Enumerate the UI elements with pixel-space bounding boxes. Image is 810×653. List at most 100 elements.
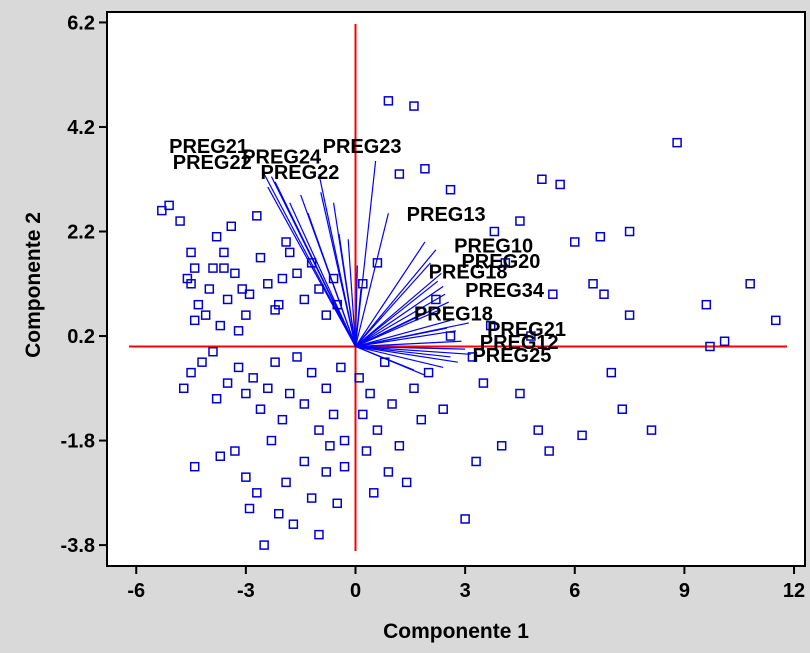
- data-point: [672, 137, 682, 148]
- vector-line: [338, 234, 357, 347]
- vector-label: PREG21: [169, 136, 248, 158]
- data-point: [336, 362, 346, 373]
- data-point: [230, 446, 240, 456]
- vector-line: [289, 202, 357, 347]
- data-point: [467, 352, 478, 362]
- y-tick-label: 2.2: [67, 222, 95, 244]
- data-point: [339, 461, 350, 472]
- data-point: [292, 352, 302, 362]
- data-point: [255, 252, 266, 263]
- vector-line: [354, 288, 362, 347]
- data-point: [211, 394, 222, 404]
- data-point: [328, 409, 339, 420]
- score-points: [157, 96, 781, 550]
- vector-line: [281, 197, 357, 347]
- vector-label: PREG24: [242, 147, 322, 169]
- data-point: [383, 467, 394, 477]
- data-point: [617, 404, 628, 414]
- data-point: [255, 404, 266, 414]
- data-point: [595, 231, 606, 242]
- data-point: [438, 404, 448, 414]
- x-tick-label: 6: [569, 580, 580, 602]
- data-point: [321, 310, 332, 320]
- y-axis-ticks: 6.2 4.2 2.2 0.2 -1.8 -3.8: [61, 12, 107, 557]
- data-point: [263, 279, 273, 289]
- data-point: [500, 258, 511, 268]
- data-point: [416, 414, 427, 425]
- data-point: [719, 336, 730, 347]
- x-tick-label: 12: [783, 580, 805, 602]
- data-point: [314, 425, 324, 435]
- data-point: [548, 289, 558, 299]
- data-point: [252, 488, 262, 498]
- data-point: [745, 279, 755, 289]
- vector-label: PREG12: [480, 332, 559, 354]
- y-tick-label: 6.2: [67, 12, 95, 34]
- data-point: [409, 101, 419, 111]
- data-point: [372, 425, 383, 435]
- data-point: [222, 294, 233, 305]
- data-point: [204, 284, 215, 294]
- x-axis-ticks: -6 -3 0 3 6 9 12: [127, 566, 805, 602]
- y-tick-label: 0.2: [67, 326, 95, 348]
- data-point: [215, 320, 226, 331]
- data-point: [266, 435, 277, 446]
- vector-label: PREG18: [429, 262, 508, 284]
- data-point: [394, 441, 405, 451]
- data-point: [208, 263, 218, 273]
- x-tick-label: 0: [350, 580, 361, 602]
- data-point: [237, 284, 247, 294]
- vector-line: [347, 239, 357, 347]
- vector-line: [355, 293, 446, 348]
- data-point: [555, 179, 565, 190]
- data-point: [230, 268, 240, 279]
- data-point: [244, 289, 255, 299]
- data-point: [299, 456, 310, 467]
- vector-line: [355, 249, 437, 347]
- vector-line: [355, 345, 471, 355]
- plot-area: [106, 11, 806, 567]
- vector-label: PREG20: [461, 251, 540, 273]
- data-point: [485, 320, 496, 331]
- data-point: [489, 226, 500, 237]
- x-tick-label: 9: [679, 580, 690, 602]
- data-point: [624, 226, 635, 237]
- data-point: [533, 425, 543, 435]
- data-point: [226, 221, 237, 232]
- data-point: [244, 503, 255, 514]
- data-point: [252, 211, 262, 221]
- data-point: [358, 409, 368, 420]
- data-point: [606, 367, 617, 378]
- data-point: [646, 425, 657, 435]
- data-point: [394, 169, 405, 179]
- data-point: [599, 289, 609, 299]
- y-axis-label: Componente 2: [22, 212, 45, 358]
- data-point: [259, 540, 269, 550]
- data-point: [325, 441, 335, 451]
- data-point: [215, 451, 226, 461]
- data-point: [219, 263, 229, 273]
- data-point: [186, 367, 196, 378]
- data-point: [211, 231, 222, 242]
- data-point: [189, 263, 200, 273]
- data-point: [496, 441, 507, 451]
- data-point: [274, 508, 284, 519]
- data-point: [193, 299, 204, 310]
- vector-label: PREG34: [465, 280, 545, 302]
- vector-line: [355, 272, 442, 347]
- data-point: [284, 247, 295, 258]
- vector-label: PREG23: [323, 136, 402, 158]
- data-point: [299, 399, 310, 409]
- vector-label: PREG22: [260, 162, 339, 184]
- data-point: [306, 367, 317, 378]
- data-point: [328, 273, 339, 284]
- data-point: [701, 299, 712, 310]
- data-point: [241, 310, 251, 320]
- vector-line: [355, 309, 440, 348]
- data-point: [281, 237, 291, 247]
- data-point: [219, 247, 229, 258]
- data-point: [387, 399, 397, 409]
- data-point: [369, 488, 379, 498]
- data-point: [157, 205, 167, 216]
